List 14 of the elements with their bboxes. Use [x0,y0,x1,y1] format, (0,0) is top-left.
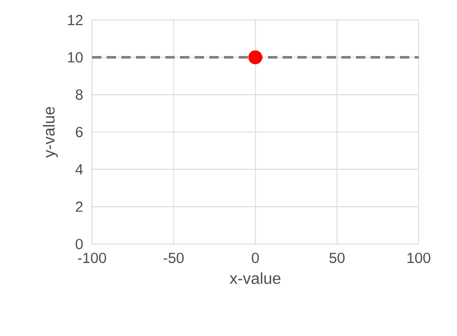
x-axis-title: x-value [230,272,280,284]
y-tick-label: 0 [76,238,83,250]
x-tick-label: 50 [329,252,345,264]
y-tick-label: 2 [76,202,83,212]
x-tick-label: -50 [164,252,184,264]
x-tick-label: -100 [78,252,106,264]
x-tick-label: 0 [252,252,259,264]
y-axis-title: y-value [42,106,58,158]
y-tick-label: 6 [76,126,83,138]
y-tick-label: 4 [75,164,83,174]
y-tick-label: 10 [68,52,83,63]
y-tick-label: 8 [76,89,83,100]
x-tick-label: 100 [408,252,430,264]
y-tick-label: 12 [68,14,83,26]
